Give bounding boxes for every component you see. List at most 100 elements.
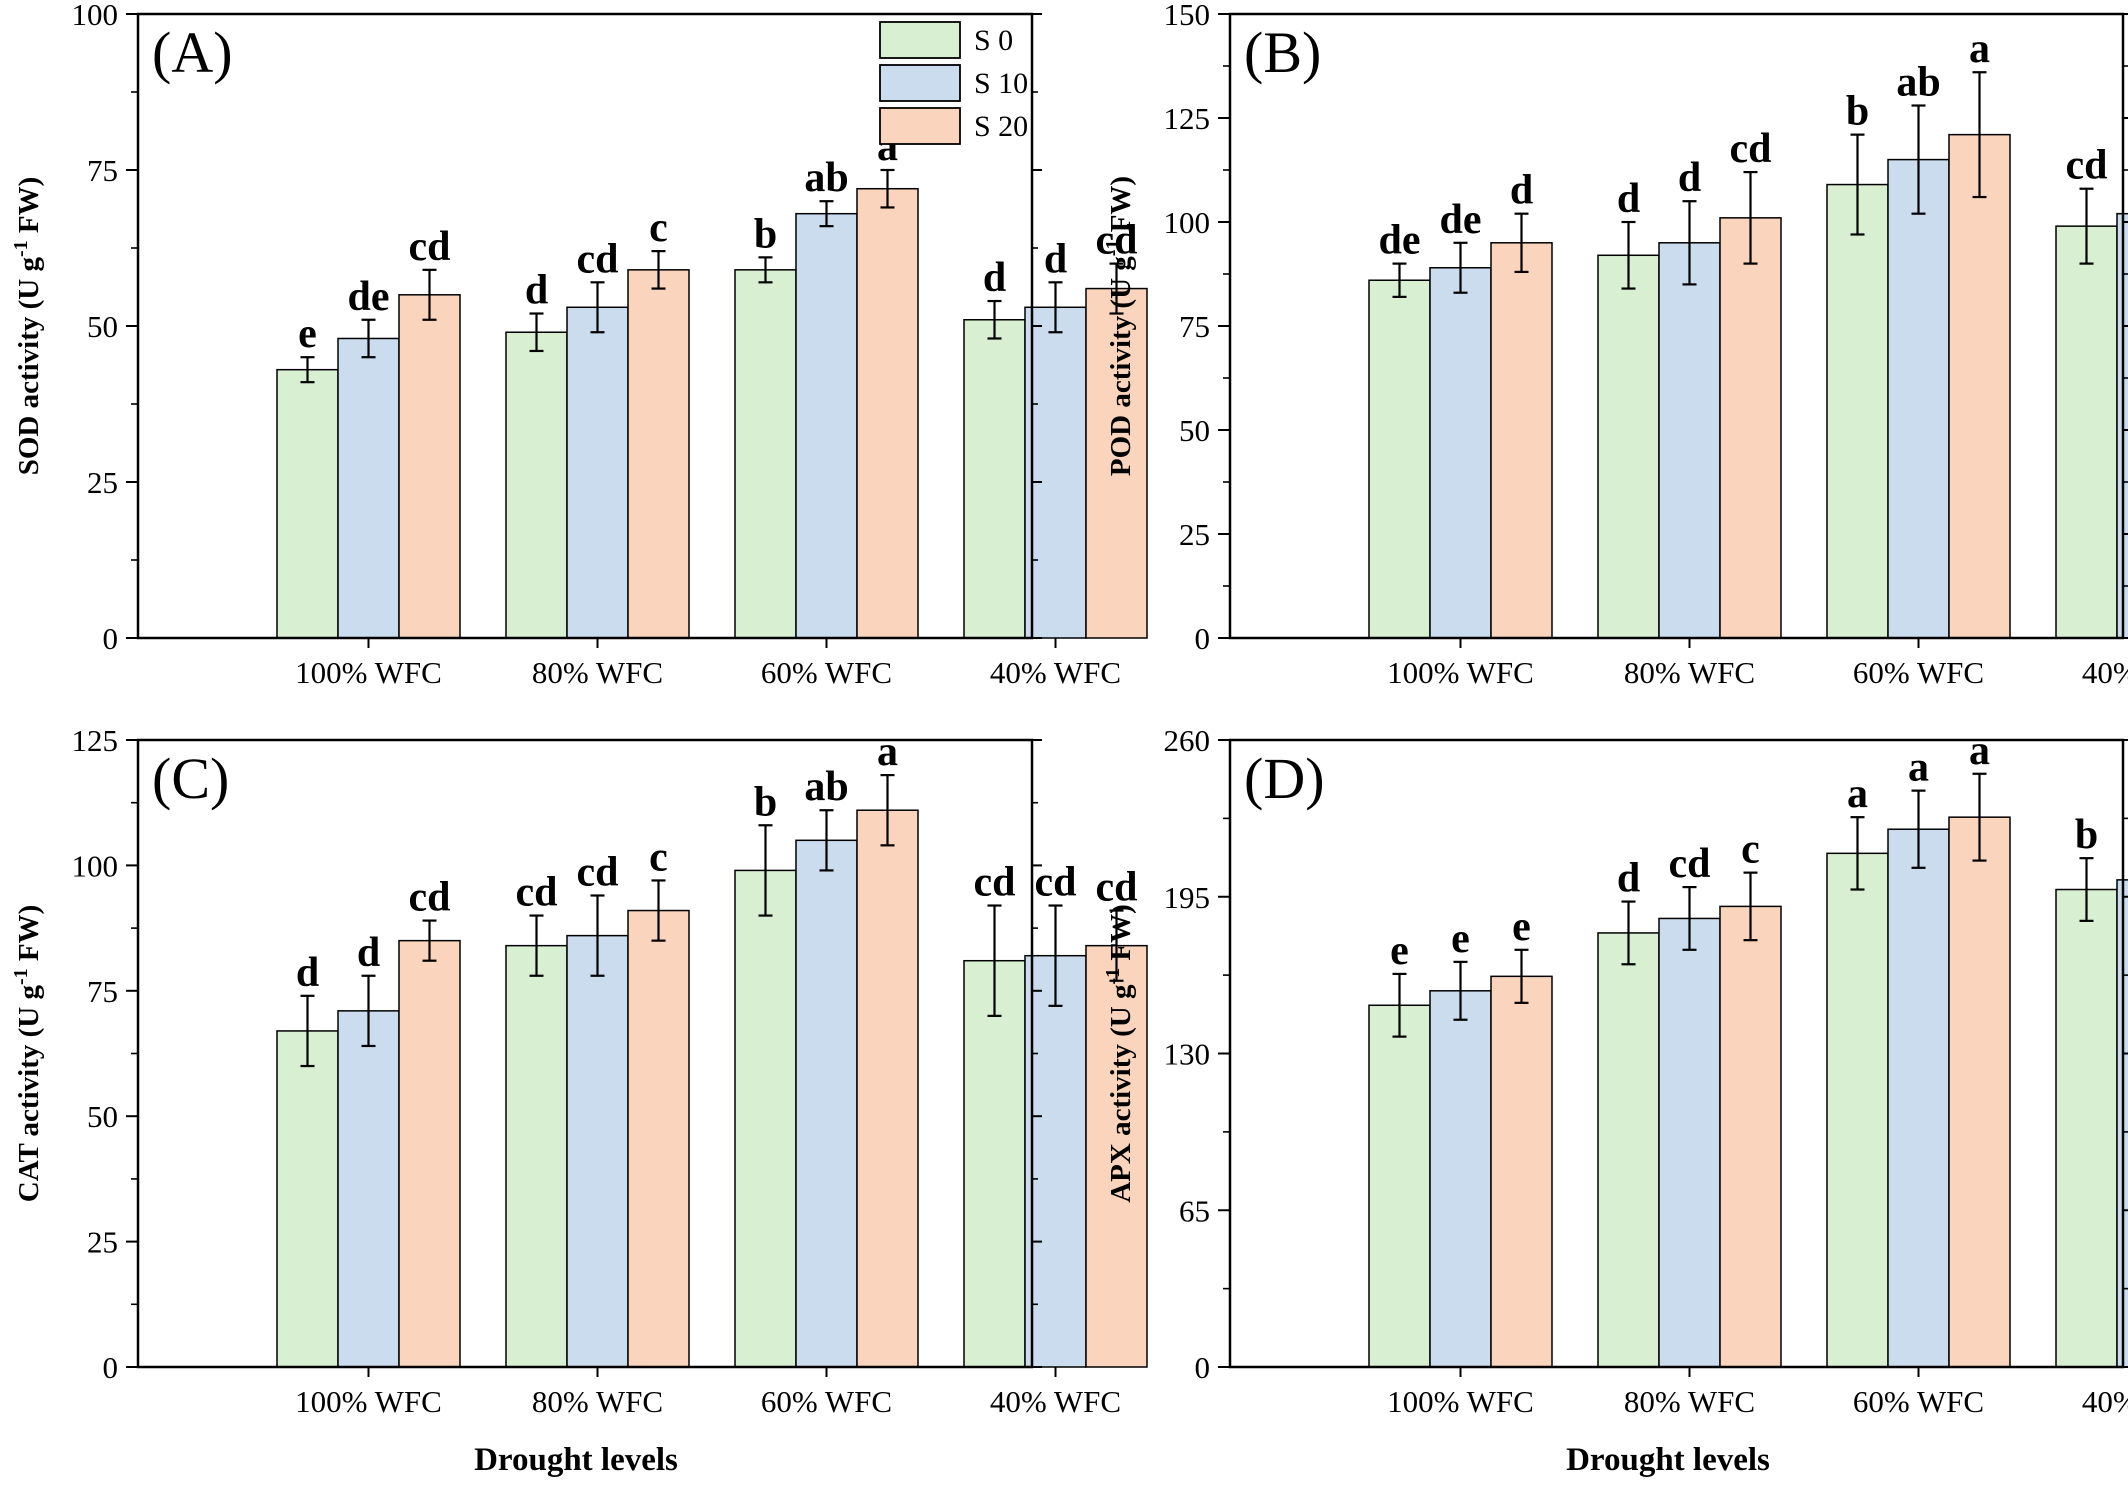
significance-letter: d bbox=[1044, 236, 1067, 282]
legend-swatch bbox=[879, 64, 961, 102]
significance-letter: c bbox=[649, 205, 668, 251]
y-tick-label: 0 bbox=[103, 621, 119, 656]
x-tick-label: 60% WFC bbox=[761, 1384, 892, 1419]
bar bbox=[795, 212, 858, 639]
significance-letter: ab bbox=[1896, 60, 1940, 106]
x-tick-label: 60% WFC bbox=[1853, 655, 1984, 690]
y-tick-label: 0 bbox=[1195, 621, 1211, 656]
y-tick-label: 75 bbox=[87, 153, 118, 188]
significance-letter: b bbox=[1846, 89, 1869, 135]
significance-letter: cd bbox=[2066, 143, 2108, 189]
significance-letter: d bbox=[1678, 155, 1701, 201]
y-axis-title: CAT activity (U g-1 FW) bbox=[10, 905, 45, 1203]
significance-letter: d bbox=[1510, 168, 1533, 214]
y-tick-label: 100 bbox=[1164, 205, 1211, 240]
y-tick-label: 25 bbox=[87, 1225, 118, 1260]
bar bbox=[1368, 279, 1431, 639]
bar bbox=[1948, 816, 2011, 1368]
bar bbox=[627, 269, 690, 639]
bar bbox=[1887, 828, 1950, 1368]
significance-letter: ab bbox=[804, 764, 848, 810]
bar bbox=[337, 1010, 400, 1368]
significance-letter: d bbox=[1617, 856, 1640, 902]
significance-letter: cd bbox=[409, 224, 451, 270]
significance-letter: d bbox=[357, 930, 380, 976]
significance-letter: a bbox=[1847, 771, 1868, 817]
significance-letter: b bbox=[2075, 812, 2098, 858]
bar bbox=[398, 939, 461, 1368]
bar bbox=[1429, 267, 1492, 639]
significance-letter: d bbox=[983, 255, 1006, 301]
bar bbox=[2055, 225, 2118, 639]
panel-label: (A) bbox=[152, 20, 233, 85]
panel-label: (B) bbox=[1244, 20, 1321, 85]
legend-label: S 10 bbox=[974, 67, 1028, 100]
x-tick-label: 100% WFC bbox=[1387, 655, 1534, 690]
y-tick-label: 50 bbox=[87, 309, 118, 344]
significance-letter: de bbox=[1440, 197, 1482, 243]
y-tick-label: 0 bbox=[1195, 1350, 1211, 1385]
y-tick-label: 125 bbox=[1164, 101, 1211, 136]
significance-letter: cd bbox=[1035, 860, 1077, 906]
significance-letter: e bbox=[1390, 928, 1409, 974]
significance-letter: de bbox=[348, 274, 390, 320]
x-tick-label: 40% WFC bbox=[2082, 655, 2128, 690]
bar bbox=[398, 294, 461, 639]
bar bbox=[566, 934, 629, 1368]
x-axis-title-right: Drought levels bbox=[1566, 1442, 1770, 1478]
x-tick-label: 60% WFC bbox=[761, 655, 892, 690]
y-tick-label: 125 bbox=[72, 723, 119, 758]
y-axis-title: SOD activity (U g-1 FW) bbox=[10, 177, 45, 476]
x-tick-label: 60% WFC bbox=[1853, 1384, 1984, 1419]
bar bbox=[1597, 932, 1660, 1368]
bar bbox=[1085, 287, 1148, 639]
x-axis-title-left: Drought levels bbox=[474, 1442, 678, 1478]
bar bbox=[1826, 183, 1889, 639]
y-tick-label: 75 bbox=[87, 974, 118, 1009]
significance-letter: e bbox=[1512, 904, 1531, 950]
bar bbox=[1948, 133, 2011, 639]
significance-letter: ab bbox=[804, 155, 848, 201]
significance-letter: d bbox=[296, 950, 319, 996]
bar bbox=[276, 368, 339, 639]
significance-letter: cd bbox=[1669, 841, 1711, 887]
significance-letter: cd bbox=[1730, 126, 1772, 172]
x-tick-label: 40% WFC bbox=[990, 655, 1121, 690]
bar bbox=[1887, 158, 1950, 639]
x-tick-label: 80% WFC bbox=[532, 1384, 663, 1419]
y-tick-label: 50 bbox=[87, 1099, 118, 1134]
significance-letter: b bbox=[754, 779, 777, 825]
bar bbox=[505, 331, 568, 639]
y-tick-label: 75 bbox=[1179, 309, 1210, 344]
legend-label: S 0 bbox=[974, 24, 1013, 57]
bar bbox=[1658, 917, 1721, 1368]
y-tick-label: 65 bbox=[1179, 1193, 1210, 1228]
y-tick-label: 150 bbox=[1164, 0, 1211, 32]
significance-letter: cd bbox=[516, 870, 558, 916]
bar bbox=[1024, 954, 1087, 1368]
bar bbox=[963, 959, 1026, 1368]
bar bbox=[795, 839, 858, 1368]
significance-letter: b bbox=[754, 211, 777, 257]
y-tick-label: 25 bbox=[1179, 517, 1210, 552]
significance-letter: a bbox=[877, 729, 898, 775]
panel-label: (D) bbox=[1244, 746, 1325, 811]
panel-label: (C) bbox=[152, 746, 229, 811]
significance-letter: e bbox=[1451, 916, 1470, 962]
significance-letter: cd bbox=[1096, 865, 1138, 911]
x-tick-label: 100% WFC bbox=[295, 655, 442, 690]
y-tick-label: 100 bbox=[72, 848, 119, 883]
y-tick-label: 195 bbox=[1164, 880, 1211, 915]
bar bbox=[505, 944, 568, 1368]
bar bbox=[1085, 944, 1148, 1368]
legend-swatch bbox=[879, 21, 961, 59]
significance-letter: de bbox=[1379, 218, 1421, 264]
bar bbox=[276, 1030, 339, 1368]
legend: S 0 S 10 S 20 bbox=[879, 21, 1028, 145]
bar bbox=[627, 909, 690, 1368]
x-tick-label: 100% WFC bbox=[295, 1384, 442, 1419]
